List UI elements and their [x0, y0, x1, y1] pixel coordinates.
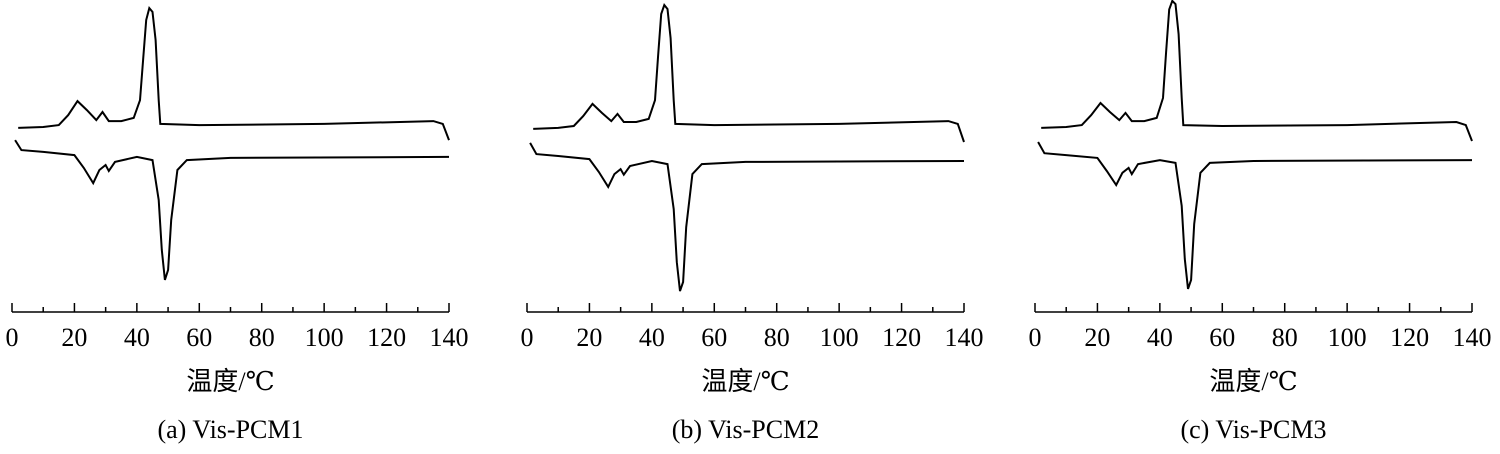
x-tick-label: 100 — [305, 323, 344, 352]
x-tick-label: 120 — [1390, 323, 1429, 352]
caption: (c) Vis-PCM3 — [1180, 415, 1326, 444]
x-tick-label: 120 — [882, 323, 921, 352]
x-axis-label: 温度/℃ — [186, 367, 274, 396]
x-tick-label: 40 — [1147, 323, 1173, 352]
curve — [533, 2, 965, 143]
x-tick-label: 0 — [1029, 323, 1042, 352]
x-tick-label: 80 — [1272, 323, 1298, 352]
x-tick-label: 140 — [1453, 323, 1492, 352]
x-tick-label: 60 — [701, 323, 727, 352]
x-tick-label: 40 — [124, 323, 150, 352]
x-tick-label: 0 — [6, 323, 19, 352]
x-axis-label: 温度/℃ — [701, 367, 789, 396]
caption: (a) Vis-PCM1 — [157, 415, 303, 444]
x-tick-label: 20 — [576, 323, 602, 352]
x-tick-label: 80 — [249, 323, 275, 352]
caption: (b) Vis-PCM2 — [672, 415, 819, 444]
x-tick-label: 140 — [430, 323, 469, 352]
curve — [18, 5, 450, 141]
x-tick-label: 40 — [639, 323, 665, 352]
x-tick-label: 0 — [521, 323, 534, 352]
curve — [529, 142, 965, 292]
curve — [14, 139, 450, 281]
x-tick-label: 140 — [945, 323, 984, 352]
x-tick-label: 100 — [1328, 323, 1367, 352]
x-tick-label: 60 — [186, 323, 212, 352]
curve — [1037, 141, 1473, 290]
x-tick-label: 60 — [1209, 323, 1235, 352]
x-tick-label: 120 — [367, 323, 406, 352]
x-axis-label: 温度/℃ — [1209, 367, 1297, 396]
x-tick-label: 80 — [764, 323, 790, 352]
x-tick-label: 20 — [61, 323, 87, 352]
curve — [1041, 0, 1473, 142]
x-tick-label: 100 — [820, 323, 859, 352]
x-tick-label: 20 — [1084, 323, 1110, 352]
